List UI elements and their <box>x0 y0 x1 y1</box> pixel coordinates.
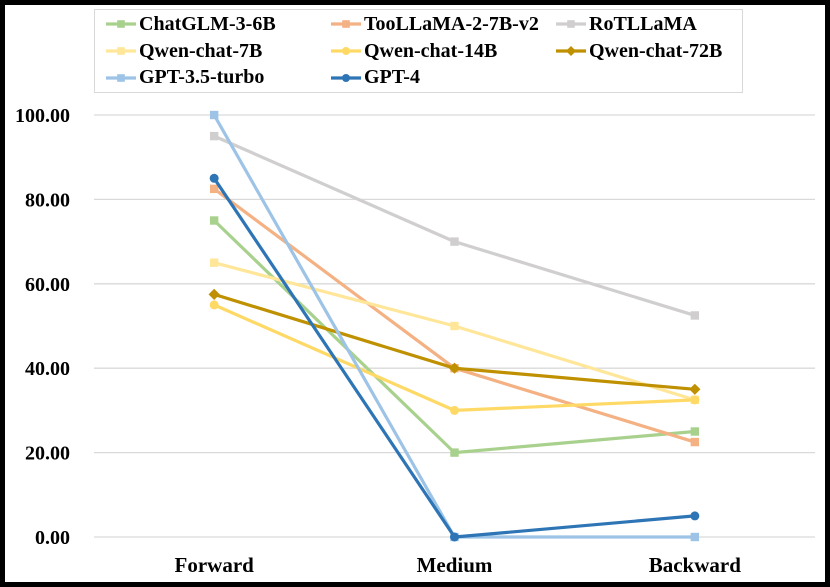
series-marker <box>690 511 700 521</box>
legend-marker-icon <box>106 73 136 82</box>
series-marker <box>450 237 459 246</box>
series-marker <box>566 46 576 56</box>
series-line <box>212 177 695 539</box>
y-axis-tick-label: 40.00 <box>25 358 70 380</box>
legend-item-Qwen-chat-7B: Qwen-chat-7B <box>105 39 330 64</box>
series-marker <box>209 216 219 225</box>
series-Qwen-chat-14B <box>209 300 700 415</box>
series-marker <box>209 110 219 120</box>
legend-marker-icon <box>331 20 361 29</box>
legend-label: GPT-3.5-turbo <box>139 66 265 89</box>
series-marker <box>690 395 700 405</box>
legend-label: Qwen-chat-14B <box>364 39 498 62</box>
legend-item-GPT-4: GPT-4 <box>330 65 555 90</box>
legend-marker-icon <box>556 20 586 29</box>
series-marker <box>209 173 219 183</box>
series-Qwen-chat-72B <box>208 288 701 395</box>
x-axis-category-label: Backward <box>649 553 741 577</box>
y-axis-tick-label: 0.00 <box>35 527 70 549</box>
legend-marker-icon <box>106 47 136 55</box>
legend-label: TooLLaMA-2-7B-v2 <box>364 12 539 35</box>
x-axis-category-label: Medium <box>417 553 493 577</box>
series-marker <box>342 20 350 29</box>
series-marker <box>690 532 700 542</box>
series-marker <box>450 532 459 542</box>
legend-label: ChatGLM-3-6B <box>139 12 276 35</box>
legend-item-GPT-3.5-turbo: GPT-3.5-turbo <box>105 65 330 90</box>
series-marker <box>342 47 350 55</box>
series-marker <box>450 321 459 331</box>
series-marker <box>689 383 701 395</box>
series-marker <box>567 20 575 29</box>
legend-item-Qwen-chat-14B: Qwen-chat-14B <box>330 39 555 64</box>
series-marker <box>690 311 700 320</box>
series-marker <box>209 131 219 141</box>
series-line <box>213 303 695 412</box>
series-marker <box>117 47 125 55</box>
legend-label: RoTLLaMA <box>589 12 697 35</box>
y-axis-tick-label: 20.00 <box>25 443 70 465</box>
legend-marker-icon <box>556 46 586 56</box>
y-axis-tick-label: 100.00 <box>15 105 70 127</box>
legend-marker-icon <box>331 47 361 55</box>
series-marker <box>209 258 219 267</box>
series-marker <box>117 20 125 29</box>
y-axis-tick-label: 60.00 <box>25 274 70 296</box>
series-marker <box>450 448 459 457</box>
series-marker <box>450 405 459 415</box>
series-line <box>213 292 695 391</box>
legend-item-Qwen-chat-72B: Qwen-chat-72B <box>555 39 742 64</box>
legend-marker-icon <box>331 73 361 82</box>
series-GPT-4 <box>209 173 700 542</box>
legend-label: Qwen-chat-7B <box>139 39 263 62</box>
legend: ChatGLM-3-6B TooLLaMA-2-7B-v2 RoTLLaMA Qwen… <box>94 9 743 93</box>
legend-label: Qwen-chat-72B <box>589 39 723 62</box>
y-axis-tick-label: 80.00 <box>25 189 70 211</box>
series-marker <box>342 73 350 82</box>
series-RoTLLaMA <box>209 131 700 320</box>
legend-item-TooLLaMA-2-7B-v2: TooLLaMA-2-7B-v2 <box>330 12 555 37</box>
legend-label: GPT-4 <box>364 66 420 89</box>
legend-marker-icon <box>106 20 136 29</box>
series-marker <box>208 288 220 300</box>
legend-item-RoTLLaMA: RoTLLaMA <box>555 12 742 37</box>
series-marker <box>209 184 219 194</box>
series-marker <box>209 300 219 310</box>
x-axis-category-label: Forward <box>175 553 255 577</box>
series-marker <box>117 73 125 82</box>
series-marker <box>448 362 461 374</box>
series-marker <box>690 437 700 447</box>
legend-item-ChatGLM-3-6B: ChatGLM-3-6B <box>105 12 330 37</box>
series-marker <box>690 427 700 436</box>
